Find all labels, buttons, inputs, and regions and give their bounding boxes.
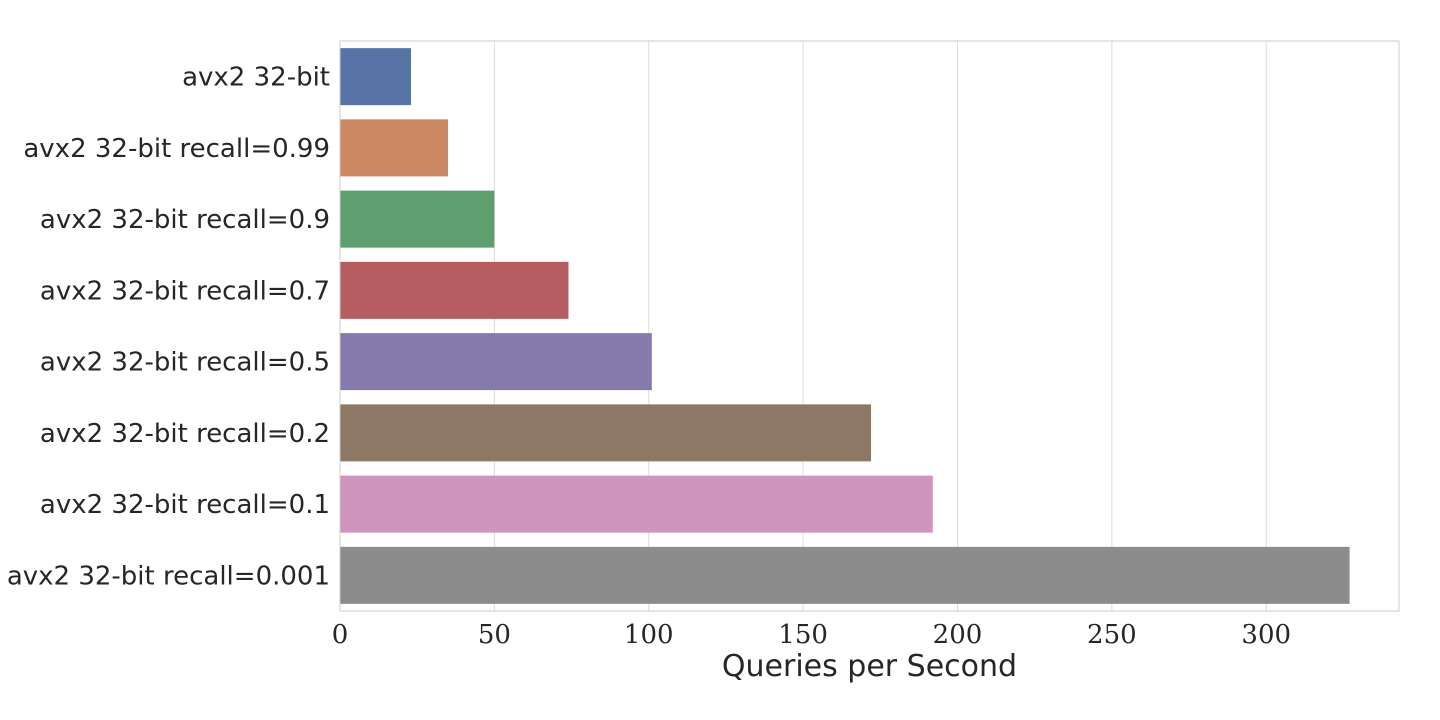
x-tick-label: 0 bbox=[332, 620, 349, 650]
category-label: avx2 32-bit recall=0.5 bbox=[40, 348, 330, 378]
bar bbox=[340, 333, 652, 391]
category-label: avx2 32-bit recall=0.2 bbox=[40, 419, 330, 449]
category-label: avx2 32-bit recall=0.9 bbox=[40, 205, 330, 235]
category-label: avx2 32-bit recall=0.99 bbox=[23, 134, 330, 164]
bar bbox=[340, 546, 1350, 604]
bar bbox=[340, 119, 449, 177]
category-labels: avx2 32-bit avx2 32-bit recall=0.99 avx2 3… bbox=[7, 63, 330, 592]
category-label: avx2 32-bit recall=0.7 bbox=[40, 276, 330, 306]
x-tick-label: 150 bbox=[778, 620, 828, 650]
x-tick-label: 100 bbox=[624, 620, 674, 650]
bar bbox=[340, 404, 872, 462]
x-tick-label: 200 bbox=[933, 620, 983, 650]
category-label: avx2 32-bit bbox=[182, 63, 330, 93]
category-label: avx2 32-bit recall=0.001 bbox=[7, 561, 330, 591]
x-axis-title: Queries per Second bbox=[722, 649, 1017, 684]
x-tick-label: 250 bbox=[1087, 620, 1137, 650]
bar bbox=[340, 475, 933, 533]
x-tick-labels: 0 50 100 150 200 250 300 bbox=[332, 620, 1291, 650]
bar bbox=[340, 48, 412, 106]
x-tick-label: 50 bbox=[478, 620, 511, 650]
category-label: avx2 32-bit recall=0.1 bbox=[40, 490, 330, 520]
x-tick-label: 300 bbox=[1241, 620, 1291, 650]
plot-frame bbox=[339, 40, 1400, 612]
bars bbox=[340, 48, 1350, 604]
bar bbox=[340, 261, 569, 319]
bar bbox=[340, 190, 495, 248]
